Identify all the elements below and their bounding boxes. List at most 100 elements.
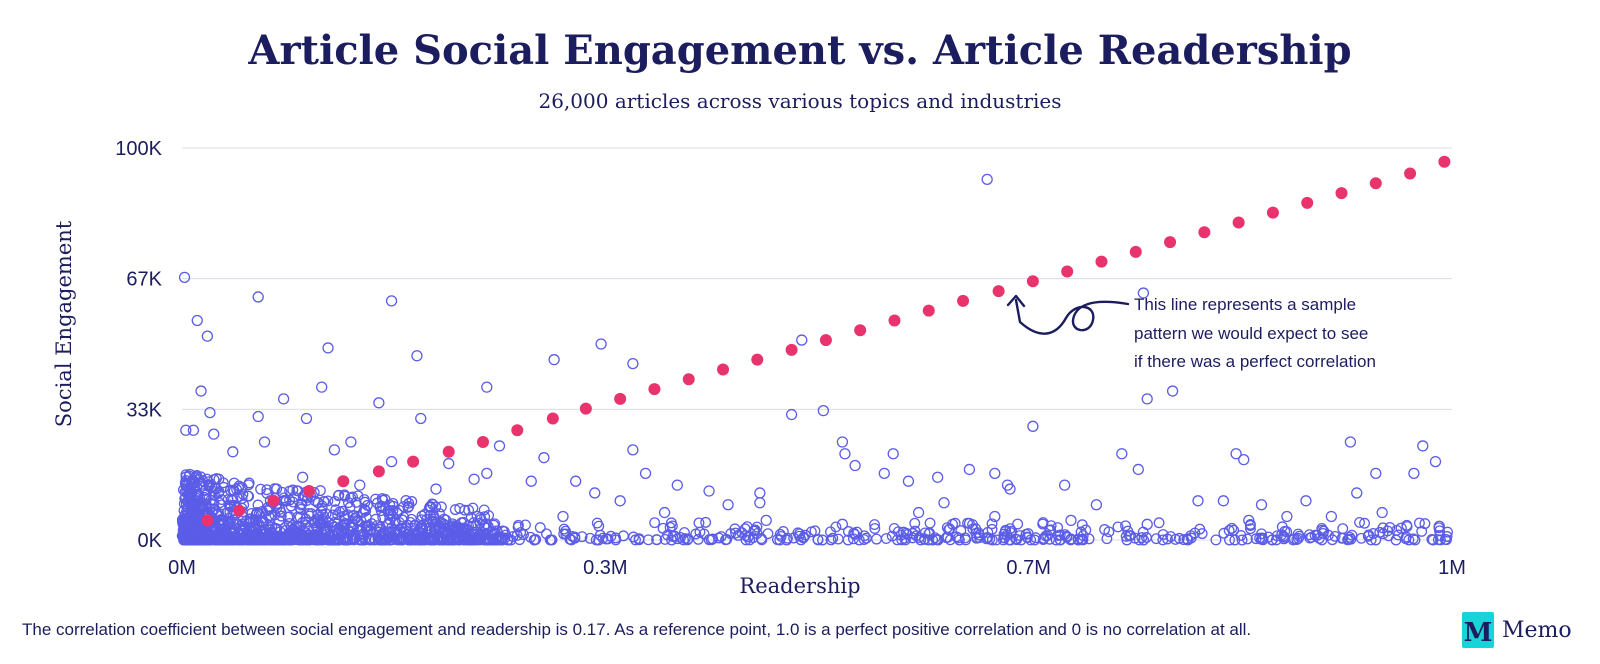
cluster-point: [1157, 529, 1169, 540]
cluster-point: [276, 486, 288, 498]
cluster-point: [218, 534, 230, 546]
cluster-point: [189, 534, 201, 546]
article-point: [887, 448, 899, 460]
chart-title: Article Social Engagement vs. Article Re…: [247, 27, 1351, 74]
annotation-line-1: This line represents a sample: [1134, 295, 1356, 314]
cluster-point: [467, 502, 479, 514]
cluster-point: [1316, 522, 1328, 534]
cluster-point: [344, 534, 356, 546]
reference-point: [476, 436, 489, 448]
cluster-point: [449, 522, 461, 534]
reference-points: [201, 155, 1451, 527]
article-point: [204, 406, 216, 419]
cluster-point: [489, 518, 501, 530]
chart-subtitle: 26,000 articles across various topics an…: [538, 89, 1061, 113]
cluster-point: [999, 532, 1010, 544]
cluster-point: [512, 521, 524, 533]
article-point: [703, 485, 715, 497]
cluster-point: [664, 521, 676, 533]
article-point: [1004, 483, 1016, 495]
cluster-point: [247, 514, 259, 526]
cluster-point: [377, 511, 389, 523]
article-point: [1344, 436, 1357, 448]
cluster-point: [1101, 533, 1113, 545]
cluster-point: [665, 517, 677, 529]
article-point: [1141, 393, 1153, 405]
cluster-point: [365, 534, 376, 546]
cluster-point: [286, 527, 297, 539]
cluster-point: [284, 494, 296, 506]
cluster-point: [478, 504, 490, 516]
cluster-point: [860, 532, 872, 544]
cluster-point: [1326, 534, 1338, 546]
cluster-point: [352, 490, 364, 502]
cluster-point: [248, 520, 260, 532]
cluster-point: [1407, 533, 1419, 545]
cluster-point: [690, 528, 702, 540]
cluster-point: [1136, 532, 1148, 544]
reference-point: [1301, 196, 1314, 209]
cluster-point: [1244, 523, 1256, 535]
cluster-point: [1266, 534, 1278, 546]
cluster-point: [227, 494, 239, 506]
cluster-point: [1309, 529, 1321, 541]
footnote: The correlation coefficient between soci…: [22, 620, 1251, 639]
article-point: [595, 338, 607, 350]
cluster-point: [610, 534, 622, 546]
reference-point: [1129, 245, 1142, 258]
reference-point: [337, 475, 350, 488]
cluster-point: [495, 534, 507, 546]
reference-point: [819, 334, 832, 347]
cluster-point: [1037, 518, 1049, 530]
cluster-point: [482, 521, 494, 533]
cluster-point: [378, 527, 390, 539]
cluster-point: [747, 532, 759, 544]
cluster-point: [782, 532, 793, 544]
cluster-point: [213, 516, 224, 527]
article-point: [912, 506, 925, 519]
cluster-point: [261, 488, 273, 499]
x-tick-label-2: 0.7M: [1006, 557, 1050, 579]
x-tick-label-1: 0.3M: [583, 557, 627, 579]
cluster-point: [233, 480, 245, 492]
cluster-point: [302, 533, 314, 545]
cluster-point: [869, 523, 881, 534]
cluster-point: [1270, 534, 1282, 546]
y-tick-label-1: 33K: [126, 399, 162, 421]
article-point: [557, 510, 569, 523]
article-point: [195, 385, 207, 397]
reference-point: [546, 412, 559, 425]
cluster-point: [919, 527, 931, 539]
cluster-point: [316, 500, 328, 512]
cluster-point: [1344, 531, 1356, 543]
reference-point: [233, 504, 246, 517]
cluster-point: [361, 521, 373, 533]
article-point: [849, 459, 861, 472]
cluster-point: [558, 523, 570, 535]
article-point: [671, 479, 683, 491]
cluster-point: [700, 516, 712, 528]
article-point: [1351, 487, 1363, 499]
reference-point: [1232, 216, 1245, 229]
cluster-point: [435, 501, 447, 513]
article-point: [415, 412, 427, 425]
x-tick-label-0: 0M: [168, 557, 196, 579]
cluster-point: [971, 532, 982, 544]
cluster-point: [1218, 527, 1230, 539]
article-point: [614, 495, 626, 507]
article-point: [316, 381, 328, 393]
cluster-point: [534, 522, 546, 534]
cluster-point: [792, 527, 804, 539]
cluster-point: [329, 495, 341, 507]
cluster-point: [649, 517, 661, 529]
article-point: [208, 428, 220, 440]
cluster-point: [1401, 519, 1413, 531]
article-point: [760, 514, 772, 527]
cluster-point: [223, 534, 235, 546]
cluster-point: [425, 501, 437, 513]
reference-point: [957, 294, 970, 307]
cluster-point: [1000, 524, 1012, 536]
cluster-point: [191, 481, 203, 493]
cluster-point: [1012, 518, 1024, 530]
